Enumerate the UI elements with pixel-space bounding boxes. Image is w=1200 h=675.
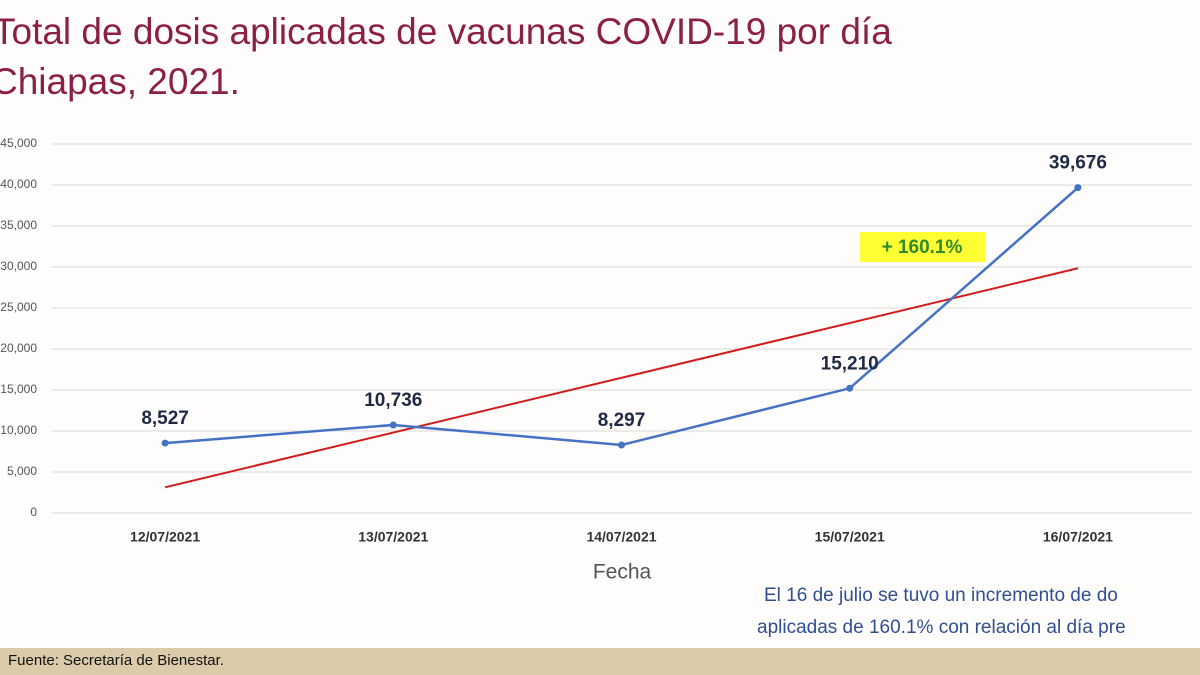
note: El 16 de julio se tuvo un incremento de … <box>764 585 1118 606</box>
chart-title: Total de dosis aplicadas de vacunas COVI… <box>0 11 892 52</box>
y-tick-label: 45,000 <box>0 136 37 150</box>
point <box>1074 184 1082 192</box>
source: Fuente: Secretaría de Bienestar. <box>8 652 224 669</box>
annotation: + 160.1% <box>882 237 963 258</box>
x-tick-label: 14/07/2021 <box>586 529 656 545</box>
x-tick-label: 12/07/2021 <box>130 529 200 545</box>
note: aplicadas de 160.1% con relación al día … <box>757 617 1126 638</box>
y-tick-label: 0 <box>30 505 37 519</box>
y-tick-label: 25,000 <box>0 300 37 314</box>
y-tick-label: 15,000 <box>0 382 37 396</box>
data-label: 39,676 <box>1049 153 1107 174</box>
point <box>389 421 397 429</box>
x-tick-label: 16/07/2021 <box>1043 529 1113 545</box>
x-tick-label: 13/07/2021 <box>358 529 428 545</box>
data-label: 15,210 <box>821 353 879 374</box>
chart-title: Chiapas, 2021. <box>0 61 240 102</box>
y-tick-label: 20,000 <box>0 341 37 355</box>
data-label: 8,527 <box>141 408 189 429</box>
point <box>846 384 854 392</box>
x-axis-label: Fecha <box>593 561 652 584</box>
trend-line <box>164 267 1079 489</box>
point <box>161 439 169 447</box>
point <box>618 441 625 449</box>
annotation-box <box>860 232 985 262</box>
y-tick-label: 5,000 <box>7 464 37 478</box>
y-tick-label: 30,000 <box>0 259 37 273</box>
footer-band <box>0 648 1200 675</box>
y-tick-label: 10,000 <box>0 423 37 437</box>
y-tick-label: 40,000 <box>0 177 37 191</box>
x-tick-label: 15/07/2021 <box>815 529 885 545</box>
y-tick-label: 35,000 <box>0 218 37 232</box>
data-label: 8,297 <box>598 410 646 431</box>
data-label: 10,736 <box>364 390 422 411</box>
